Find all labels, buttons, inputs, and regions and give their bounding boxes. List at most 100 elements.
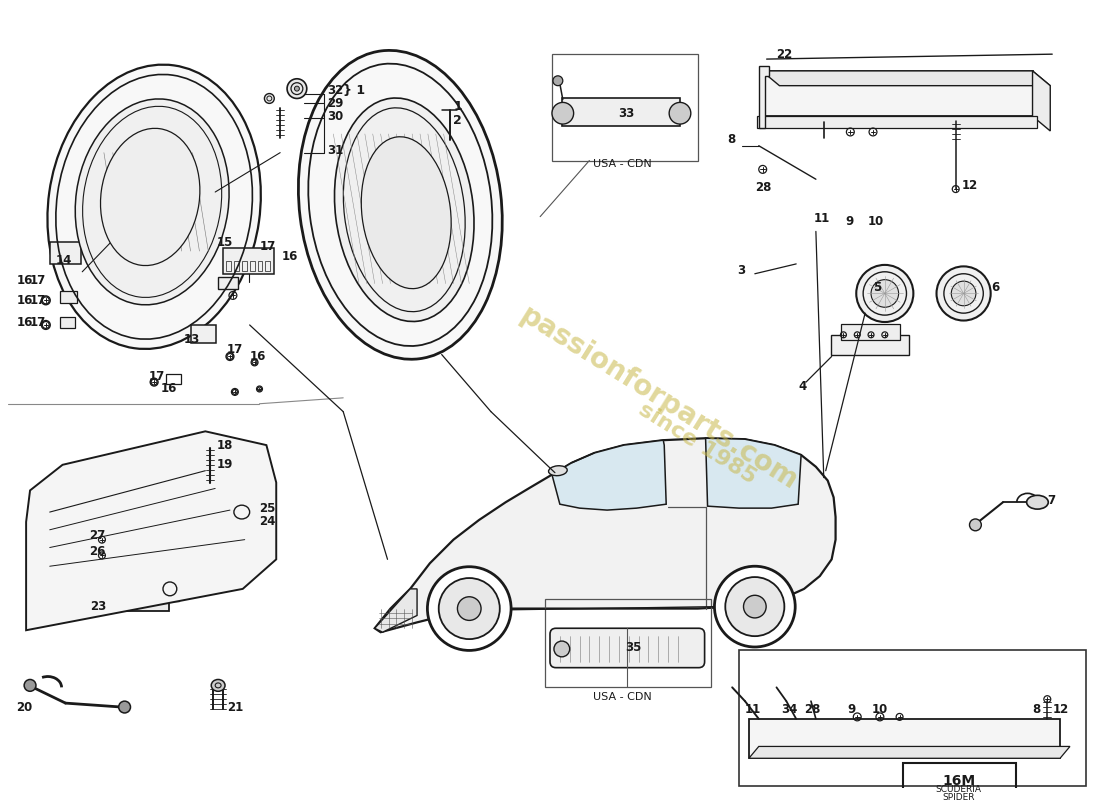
- Text: 12: 12: [1053, 702, 1068, 715]
- Bar: [218, 277, 238, 289]
- Ellipse shape: [295, 86, 299, 91]
- Bar: [59, 317, 76, 328]
- Text: SCUDERIA: SCUDERIA: [936, 786, 981, 794]
- Bar: [204, 474, 219, 485]
- Polygon shape: [375, 438, 836, 632]
- Bar: [927, 76, 967, 111]
- Polygon shape: [1033, 71, 1050, 131]
- Text: 13: 13: [184, 334, 200, 346]
- Text: 16: 16: [250, 350, 266, 363]
- Text: 17: 17: [30, 274, 46, 287]
- Text: 10: 10: [868, 215, 884, 228]
- Bar: [234, 261, 239, 271]
- Bar: [739, 650, 1086, 786]
- Text: passionforparts.com: passionforparts.com: [514, 302, 802, 496]
- Polygon shape: [749, 719, 1060, 758]
- Ellipse shape: [298, 50, 503, 359]
- Text: 11: 11: [745, 702, 761, 715]
- Text: 21: 21: [227, 701, 243, 714]
- Ellipse shape: [264, 94, 274, 103]
- Ellipse shape: [1026, 495, 1048, 509]
- Polygon shape: [761, 71, 1033, 116]
- Ellipse shape: [669, 102, 691, 124]
- Ellipse shape: [361, 137, 451, 289]
- Text: 1: 1: [453, 100, 462, 113]
- Ellipse shape: [969, 519, 981, 530]
- Text: 24: 24: [260, 515, 276, 529]
- Text: 8: 8: [1032, 702, 1041, 715]
- Text: 17: 17: [227, 343, 243, 356]
- Bar: [243, 486, 271, 504]
- Text: 9: 9: [847, 702, 856, 715]
- Text: USA - CDN: USA - CDN: [594, 692, 652, 702]
- Text: 35: 35: [626, 642, 642, 654]
- Bar: [759, 726, 810, 754]
- Bar: [820, 726, 871, 754]
- Text: 27: 27: [89, 530, 106, 542]
- Text: 26: 26: [89, 545, 106, 558]
- Text: 28: 28: [755, 181, 771, 194]
- Bar: [552, 54, 697, 161]
- Ellipse shape: [47, 65, 261, 349]
- Text: 20: 20: [16, 701, 33, 714]
- Text: 16: 16: [282, 250, 298, 262]
- Bar: [546, 598, 711, 687]
- Bar: [902, 763, 1015, 798]
- Bar: [226, 261, 231, 271]
- Bar: [562, 98, 680, 126]
- Text: 10: 10: [872, 702, 889, 715]
- Text: 17: 17: [148, 370, 165, 382]
- Text: 25: 25: [260, 502, 276, 514]
- Bar: [977, 76, 1015, 111]
- Text: 17: 17: [30, 315, 46, 329]
- Bar: [161, 571, 178, 601]
- Ellipse shape: [936, 266, 991, 321]
- Text: 16: 16: [161, 382, 177, 395]
- Text: 18: 18: [217, 438, 233, 452]
- Polygon shape: [705, 438, 801, 508]
- Bar: [250, 261, 254, 271]
- Text: 11: 11: [814, 212, 830, 225]
- Bar: [780, 76, 818, 111]
- Ellipse shape: [439, 578, 499, 639]
- Text: USA - CDN: USA - CDN: [594, 159, 652, 170]
- Polygon shape: [26, 431, 276, 630]
- Text: SPIDER: SPIDER: [943, 793, 975, 800]
- Text: 9: 9: [846, 215, 854, 228]
- Text: 23: 23: [90, 600, 107, 613]
- Bar: [265, 261, 271, 271]
- Text: 16: 16: [16, 274, 33, 287]
- Ellipse shape: [552, 102, 573, 124]
- Ellipse shape: [100, 128, 200, 266]
- Text: 3: 3: [737, 264, 745, 278]
- Ellipse shape: [42, 296, 51, 305]
- Ellipse shape: [287, 78, 307, 98]
- Ellipse shape: [119, 701, 131, 713]
- Bar: [878, 76, 917, 111]
- Bar: [828, 76, 868, 111]
- Text: 31: 31: [328, 144, 343, 157]
- Text: 19: 19: [217, 458, 233, 471]
- Text: 32: 32: [328, 84, 343, 97]
- Polygon shape: [375, 589, 417, 632]
- Bar: [124, 585, 160, 598]
- Bar: [59, 290, 77, 303]
- Text: 30: 30: [328, 110, 343, 122]
- Text: 16M: 16M: [942, 774, 976, 788]
- Bar: [242, 261, 246, 271]
- Bar: [243, 465, 271, 482]
- Bar: [942, 726, 993, 754]
- Ellipse shape: [952, 281, 976, 306]
- Ellipse shape: [744, 595, 767, 618]
- Bar: [881, 726, 932, 754]
- Bar: [223, 248, 274, 274]
- Ellipse shape: [725, 577, 784, 636]
- Ellipse shape: [549, 466, 568, 476]
- Ellipse shape: [856, 265, 913, 322]
- Text: 15: 15: [217, 236, 233, 249]
- Ellipse shape: [458, 597, 481, 620]
- Ellipse shape: [211, 679, 226, 691]
- Ellipse shape: [24, 679, 36, 691]
- Bar: [166, 374, 180, 384]
- Text: 6: 6: [991, 281, 1000, 294]
